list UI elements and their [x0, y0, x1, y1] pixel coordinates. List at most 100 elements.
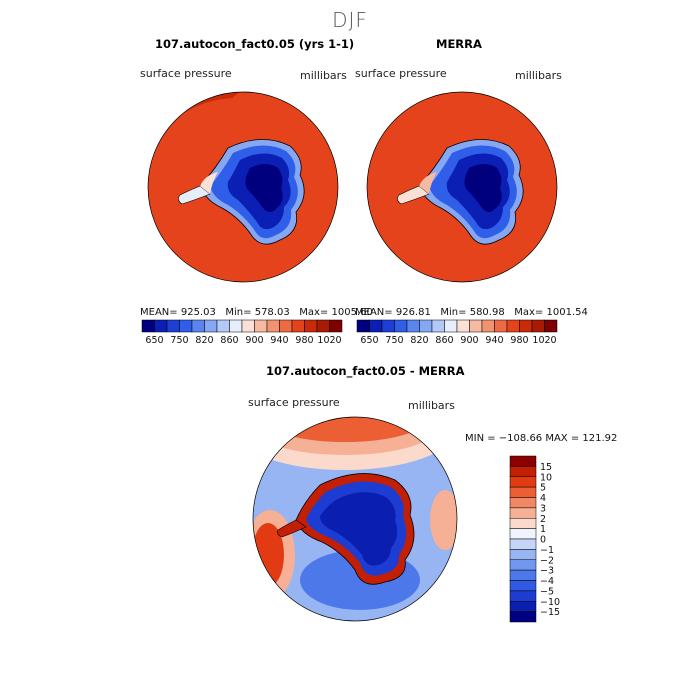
min-label: Min= [225, 307, 252, 318]
panel-model-units: millibars [300, 69, 347, 82]
colorbar-swatch [506, 319, 520, 333]
colorbar-tick-label: 1 [540, 524, 546, 535]
colorbar-swatch [204, 319, 218, 333]
diff-peninsula [277, 519, 307, 538]
colorbar-tick-label: 650 [360, 335, 378, 346]
colorbar-swatch [509, 497, 537, 509]
colorbar-tick-label: 980 [295, 335, 313, 346]
colorbar-tick-label: 750 [170, 335, 188, 346]
colorbar-tick-label: 860 [435, 335, 453, 346]
colorbar-swatch [509, 486, 537, 498]
map-model [147, 91, 339, 283]
panel-obs-title: MERRA [436, 37, 482, 51]
colorbar-tick-label: 1020 [532, 335, 556, 346]
max-label: Max= [514, 307, 544, 318]
colorbar-tick-label: 4 [540, 493, 546, 504]
colorbar-swatch [141, 319, 155, 333]
colorbar-swatch [544, 319, 558, 333]
mean-value: 926.81 [395, 307, 431, 318]
panel-model-stats: MEAN= 925.03 Min= 578.03 Max= 1005.60 [140, 307, 373, 318]
panel-diff-title: 107.autocon_fact0.05 - MERRA [266, 364, 465, 378]
colorbar-swatch [509, 518, 537, 529]
panel-diff-minmax: MIN = −108.66 MAX = 121.92 [465, 433, 618, 444]
colorbar-tick-label: 900 [460, 335, 478, 346]
colorbar-tick-label: 940 [485, 335, 503, 346]
colorbar-tick-label: −15 [540, 607, 560, 618]
colorbar-tick-label: 1020 [317, 335, 341, 346]
colorbar-swatch [509, 590, 537, 602]
peninsula [397, 185, 430, 205]
colorbar-swatch [509, 466, 537, 477]
colorbar-swatch [509, 476, 537, 488]
colorbar-swatch [481, 319, 495, 333]
panel-obs-variable: surface pressure [355, 67, 447, 80]
colorbar-swatch [279, 319, 293, 333]
mean-value: 925.03 [180, 307, 216, 318]
colorbar-tick-label: −2 [540, 555, 554, 566]
colorbar-swatch [509, 549, 537, 560]
peninsula [178, 185, 211, 205]
diff-positive-anomaly [265, 417, 425, 442]
colorbar-swatch [369, 319, 383, 333]
colorbar-tick-label: 900 [245, 335, 263, 346]
ronne-shelf [419, 172, 437, 194]
colorbar-tick-label: 2 [540, 514, 546, 525]
colorbar-obs: 650 750 820 860 900 940 980 1020 [356, 319, 558, 346]
colorbar-swatch [406, 319, 420, 333]
colorbar-tick-label: 940 [270, 335, 288, 346]
colorbar-tick-label: 0 [540, 535, 546, 546]
colorbar-swatch [509, 538, 537, 550]
colorbar-swatch [509, 559, 537, 571]
colorbar-swatch [381, 319, 395, 333]
colorbar-tick-label: 10 [540, 472, 552, 483]
colorbar-tick-label: −10 [540, 597, 560, 608]
colorbar-swatch [509, 507, 537, 519]
colorbar-tick-label: 5 [540, 483, 546, 494]
colorbar-tick-label: 3 [540, 503, 546, 514]
colorbar-swatch [329, 319, 343, 333]
min-label: Min= [440, 307, 467, 318]
panel-model-title: 107.autocon_fact0.05 (yrs 1-1) [155, 37, 355, 51]
max-value: 1001.54 [546, 307, 588, 318]
max-label: Max= [299, 307, 329, 318]
colorbar-swatch [494, 319, 508, 333]
diff-positive-anomaly [430, 490, 457, 550]
antarctica-inner-3 [245, 164, 283, 212]
colorbar-swatch [509, 611, 537, 623]
colorbar-swatch [394, 319, 408, 333]
colorbar-swatch [229, 319, 243, 333]
colorbar-swatch [154, 319, 168, 333]
map-obs [366, 91, 558, 283]
colorbar-swatch [519, 319, 533, 333]
colorbar-tick-label: −5 [540, 586, 554, 597]
colorbar-swatch [191, 319, 205, 333]
colorbar-tick-label: 750 [385, 335, 403, 346]
panel-diff-variable: surface pressure [248, 396, 340, 409]
colorbar-swatch [166, 319, 180, 333]
diff-antarctica-core [320, 492, 398, 566]
antarctica-inner-3 [464, 164, 502, 212]
colorbar-swatch [266, 319, 280, 333]
panel-diff-units: millibars [408, 399, 455, 412]
mean-label: MEAN= [355, 307, 393, 318]
mean-label: MEAN= [140, 307, 178, 318]
colorbar-tick-label: 820 [410, 335, 428, 346]
colorbar-swatch [179, 319, 193, 333]
colorbar-swatch [444, 319, 458, 333]
colorbar-tick-label: −4 [540, 576, 554, 587]
ronne-shelf [200, 172, 218, 194]
colorbar-swatch [304, 319, 318, 333]
min-value: 578.03 [254, 307, 290, 318]
colorbar-swatch [469, 319, 483, 333]
colorbar-swatch [254, 319, 268, 333]
min-value: 580.98 [469, 307, 505, 318]
colorbar-swatch [316, 319, 330, 333]
colorbar-tick-label: −3 [540, 566, 554, 577]
colorbar-tick-label: −1 [540, 545, 554, 556]
colorbar-swatch [241, 319, 255, 333]
colorbar-model: 650 750 820 860 900 940 980 1020 [141, 319, 343, 346]
colorbar-swatch [531, 319, 545, 333]
colorbar-swatch [431, 319, 445, 333]
colorbar-swatch [509, 569, 537, 581]
